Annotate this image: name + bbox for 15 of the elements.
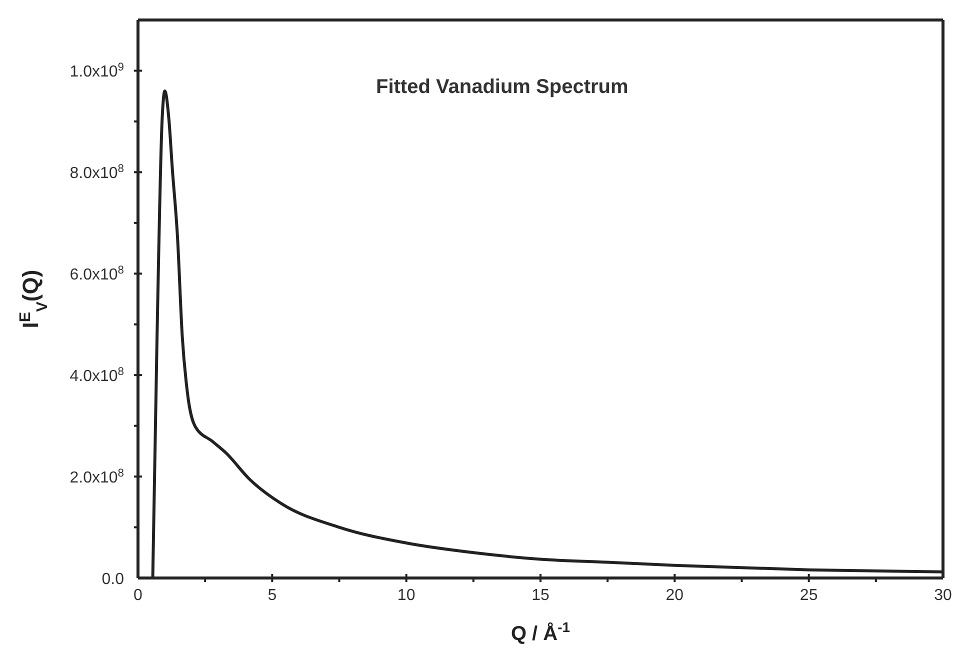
y-tick-label: 8.0x10$^{8}$ <box>70 163 124 182</box>
y-tick-label: 4.0x10$^{8}$ <box>70 366 124 386</box>
x-tick-label: 5 <box>268 587 277 604</box>
x-axis-title: Q / Å$^{-1}$ <box>510 619 570 645</box>
y-tick-label: 2.0x10$^{8}$ <box>70 468 124 487</box>
y-tick-label: 6.0x10$^{8}$ <box>70 264 124 284</box>
y-tick-label: 1.0x10$^{9}$ <box>70 62 124 81</box>
x-tick-label: 25 <box>800 587 818 604</box>
x-tick-label: 20 <box>666 587 684 604</box>
x-tick-label: 30 <box>934 587 952 604</box>
x-tick-label: 10 <box>397 587 416 604</box>
x-tick-label: 15 <box>532 587 550 604</box>
y-tick-label: 0.0 <box>102 571 124 588</box>
x-tick-label: 0 <box>134 587 143 604</box>
annotation: Fitted Vanadium Spectrum <box>376 76 628 99</box>
